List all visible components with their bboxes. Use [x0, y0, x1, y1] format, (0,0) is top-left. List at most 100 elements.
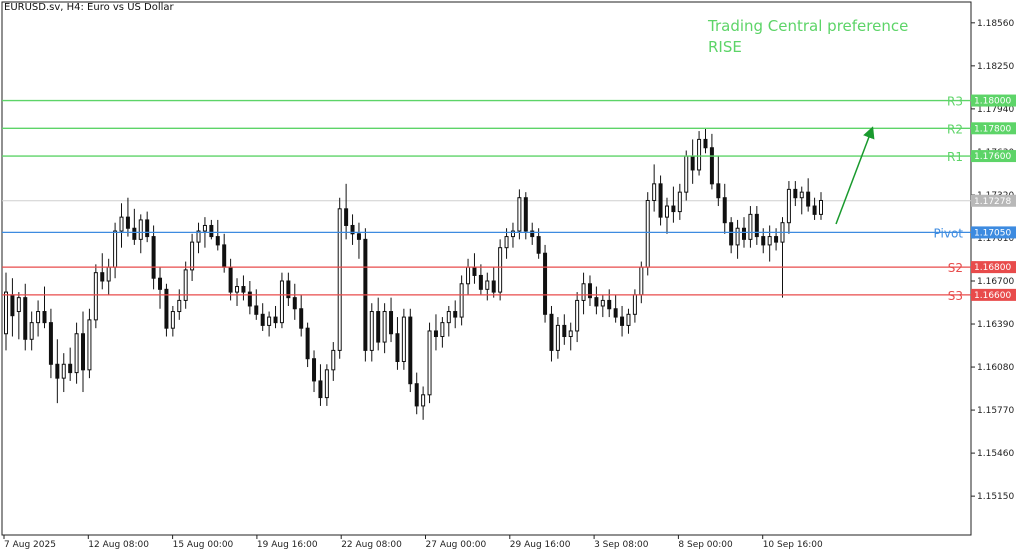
candle — [344, 183, 349, 240]
candle — [600, 294, 605, 318]
candle-body — [10, 294, 15, 317]
candle — [658, 175, 663, 226]
candle — [684, 150, 689, 201]
candle — [555, 317, 560, 359]
candle-body — [119, 216, 124, 232]
candle-body — [4, 291, 8, 335]
candle-body — [408, 316, 413, 385]
x-tick-label: 19 Aug 16:00 — [257, 540, 318, 550]
candle — [466, 258, 471, 295]
candle — [183, 261, 188, 309]
level-price-label: 1.16800 — [974, 263, 1011, 273]
level-price-label: 1.17800 — [974, 124, 1011, 134]
candle — [799, 186, 804, 215]
candle-body — [113, 230, 118, 268]
candle — [754, 206, 759, 245]
candle — [523, 192, 528, 240]
candle-body — [819, 199, 823, 215]
candle — [292, 283, 297, 320]
candle — [369, 303, 374, 362]
candle — [774, 228, 779, 251]
candle — [113, 222, 118, 279]
level-price-label: 1.16600 — [974, 291, 1011, 301]
candle — [279, 272, 284, 329]
candle-body — [466, 266, 471, 285]
candle-body — [389, 311, 394, 335]
candle-body — [421, 394, 426, 407]
candle-body — [331, 349, 336, 371]
level-label-r1: R1 — [947, 150, 963, 164]
candle-body — [562, 324, 567, 338]
candle — [119, 203, 124, 248]
candle-body — [812, 205, 817, 215]
candle — [472, 253, 477, 284]
candle-body — [472, 266, 477, 276]
candle-body — [74, 333, 79, 374]
candle-body — [697, 138, 702, 171]
candle — [671, 186, 676, 223]
candle-body — [196, 230, 201, 243]
x-tick-label: 27 Aug 00:00 — [426, 540, 487, 550]
candle-body — [145, 219, 150, 238]
x-tick-label: 15 Aug 00:00 — [173, 540, 234, 550]
candle — [151, 225, 156, 290]
candle-body — [228, 266, 233, 293]
candle-body — [729, 222, 734, 246]
candle-body — [344, 208, 349, 226]
candle-body — [299, 308, 304, 329]
candle — [23, 283, 28, 351]
candle — [125, 197, 130, 237]
candle-body — [806, 191, 811, 207]
candle-body — [318, 380, 323, 399]
candle — [433, 314, 438, 351]
candle-body — [735, 227, 740, 246]
candle — [786, 181, 791, 234]
candle — [703, 128, 708, 154]
candle-body — [620, 316, 625, 326]
x-tick-label: 10 Sep 16:00 — [763, 540, 823, 550]
candle — [408, 308, 413, 393]
candle-body — [774, 236, 779, 243]
candle-body — [61, 363, 66, 379]
candle-body — [286, 280, 291, 299]
x-tick-label: 29 Aug 16:00 — [510, 540, 571, 550]
candle — [190, 233, 195, 281]
candle — [485, 272, 490, 301]
candle — [491, 267, 496, 298]
candle-body — [87, 319, 92, 371]
candle-body — [376, 311, 381, 343]
candle-body — [716, 183, 721, 199]
candle — [350, 214, 355, 245]
candle-body — [767, 236, 772, 246]
level-price-tag — [971, 122, 1016, 135]
candle-body — [395, 333, 400, 362]
candle-body — [170, 311, 175, 329]
candle — [427, 322, 432, 404]
candle-body — [709, 147, 714, 185]
candle — [639, 261, 644, 304]
candle — [228, 258, 233, 301]
candle-body — [748, 213, 753, 240]
candle — [510, 222, 515, 248]
candle-body — [600, 299, 605, 307]
candle-body — [279, 280, 284, 324]
candle-body — [498, 247, 503, 293]
candle-body — [164, 288, 169, 329]
candle-body — [453, 311, 458, 318]
candle — [4, 272, 8, 351]
candle — [61, 353, 66, 393]
candle — [29, 311, 34, 351]
last-price-label: 1.17278 — [974, 197, 1011, 207]
candle — [48, 308, 53, 379]
candle — [286, 272, 291, 306]
level-price-tag — [971, 94, 1016, 107]
y-tick-label: 1.16080 — [977, 363, 1014, 373]
candle — [748, 206, 753, 248]
candle-body — [530, 230, 535, 238]
candle-body — [382, 311, 387, 343]
candle — [446, 305, 451, 337]
candle — [767, 225, 772, 262]
level-label-r3: R3 — [947, 95, 963, 109]
